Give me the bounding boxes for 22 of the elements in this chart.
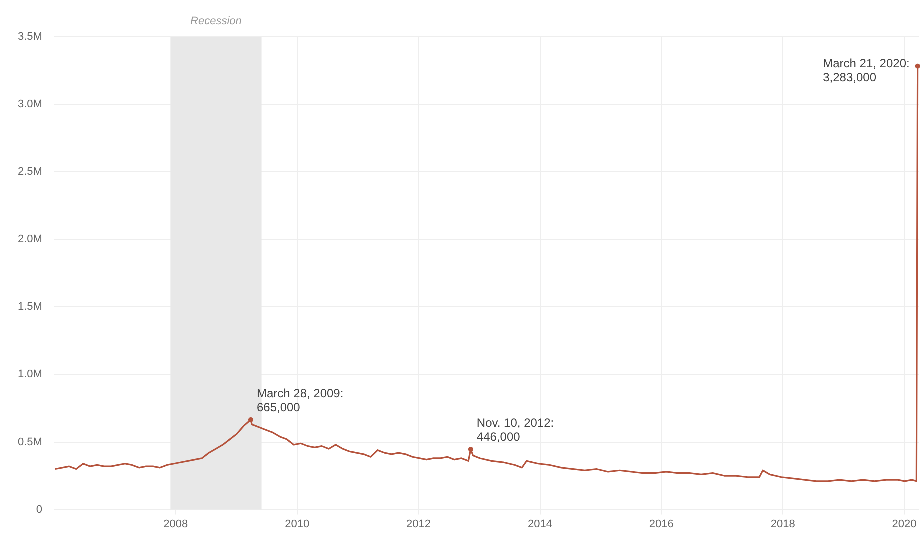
x-tick-label: 2008: [164, 518, 188, 530]
annotation: March 28, 2009: 665,000: [256, 386, 344, 414]
point: [915, 64, 920, 69]
y-tick-label: 0.5M: [18, 436, 42, 448]
x-tick-label: 2014: [528, 518, 553, 530]
x-tick-label: 2018: [770, 518, 796, 530]
point: [248, 417, 254, 422]
x-tick-label: 2010: [285, 518, 310, 530]
y-tick-label: 0: [36, 504, 42, 516]
y-tick-label: 1.5M: [18, 301, 42, 314]
annotation: Nov. 10, 2012: 446,000: [476, 416, 554, 444]
annotation: March 21, 2020: 3,283,000: [823, 56, 910, 85]
y-tick-label: 3.0M: [18, 98, 42, 111]
x-tick-label: 2020: [892, 518, 917, 530]
y-tick-label: 3.5M: [18, 31, 42, 44]
band-label: Recession: [190, 16, 242, 28]
y-tick-label: 2.5M: [18, 166, 42, 178]
x-tick-label: 2012: [406, 518, 431, 530]
y-tick-label: 2.0M: [18, 234, 42, 246]
x-tick-label: 2016: [649, 518, 674, 530]
point: [468, 447, 474, 452]
y-tick-label: 1.0M: [18, 368, 42, 381]
